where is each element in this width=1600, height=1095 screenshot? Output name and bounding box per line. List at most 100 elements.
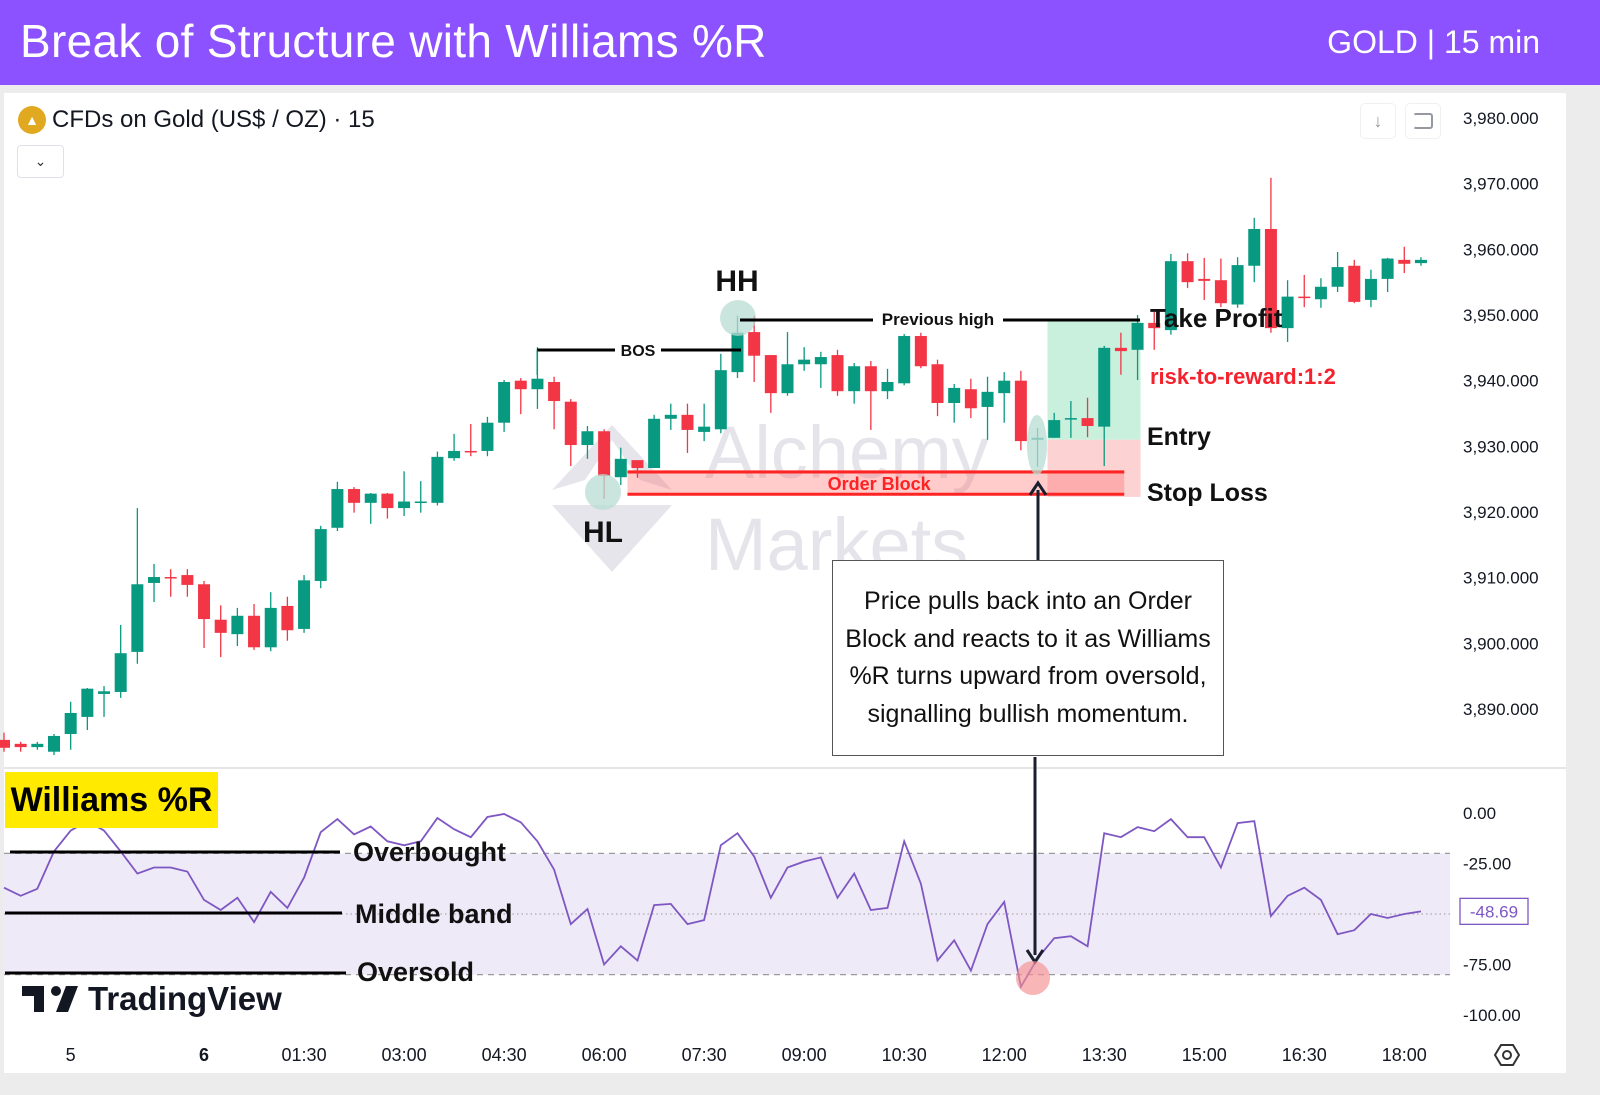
candle <box>1231 257 1244 308</box>
callout-text: Price pulls back into an Order Block and… <box>845 587 1211 728</box>
candle-body <box>248 615 261 648</box>
time-tick-label: 09:00 <box>782 1045 827 1065</box>
current-value-label: -48.69 <box>1470 902 1518 921</box>
hl-label: HL <box>583 516 623 549</box>
indicator-tick-label: -75.00 <box>1463 956 1511 975</box>
candle <box>1114 332 1127 375</box>
candle <box>714 353 727 434</box>
price-tick-label: 3,920.000 <box>1463 503 1539 522</box>
time-tick-label: 18:00 <box>1382 1045 1427 1065</box>
candle-body <box>781 364 794 394</box>
candle <box>998 372 1011 423</box>
fullscreen-button[interactable] <box>1405 103 1441 139</box>
time-tick-label: 10:30 <box>882 1045 927 1065</box>
candle <box>581 425 594 459</box>
candle-body <box>314 529 327 581</box>
time-tick-label: 06:00 <box>582 1045 627 1065</box>
arrow-down-icon: ↓ <box>1373 110 1383 131</box>
watermark-text-1: Alchemy <box>705 411 989 494</box>
candle <box>664 403 677 430</box>
candle-body <box>181 575 194 585</box>
oversold-turn-marker <box>1016 961 1050 995</box>
candle-body <box>1164 261 1177 331</box>
candle-body <box>1231 265 1244 305</box>
candle-body <box>581 431 594 446</box>
candle <box>864 360 877 430</box>
candle <box>1298 274 1311 308</box>
time-tick-label: 07:30 <box>682 1045 727 1065</box>
time-tick-label: 03:00 <box>382 1045 427 1065</box>
tradingview-logo[interactable]: TradingView <box>22 980 282 1018</box>
price-tick-label: 3,940.000 <box>1463 372 1539 391</box>
candle <box>1164 253 1177 335</box>
oversold-label: Oversold <box>357 957 474 987</box>
risk-reward-label: risk-to-reward:1:2 <box>1150 364 1336 389</box>
candle-body <box>1314 286 1327 300</box>
candle <box>948 383 961 423</box>
candle-body <box>731 332 744 373</box>
candle <box>1181 253 1194 289</box>
download-button[interactable]: ↓ <box>1360 103 1396 139</box>
candle <box>298 575 311 633</box>
price-tick-label: 3,900.000 <box>1463 634 1539 653</box>
candle <box>481 416 494 457</box>
candle-body <box>331 489 344 528</box>
candle <box>231 607 244 646</box>
candle-body <box>1114 347 1127 352</box>
legend-collapse-button[interactable]: ⌄ <box>17 145 64 178</box>
candle <box>1064 401 1077 438</box>
time-tick-label: 01:30 <box>282 1045 327 1065</box>
symbol-legend[interactable]: ▲ CFDs on Gold (US$ / OZ) · 15 <box>18 106 375 134</box>
candle <box>364 492 377 524</box>
indicator-tick-label: -25.00 <box>1463 855 1511 874</box>
candle-body <box>464 450 477 453</box>
candle <box>0 732 10 752</box>
candle-body <box>1214 280 1227 304</box>
price-tick-label: 3,910.000 <box>1463 569 1539 588</box>
candle-body <box>431 456 444 503</box>
candle <box>214 605 227 658</box>
previous-high-label: Previous high <box>882 310 994 329</box>
candle <box>48 733 61 755</box>
candle <box>681 403 694 453</box>
candle-body <box>1198 278 1211 281</box>
candle-body <box>714 370 727 430</box>
candle-body <box>348 489 361 503</box>
order-block-label: Order Block <box>828 474 932 494</box>
candle <box>1081 397 1094 438</box>
take-profit-label: Take Profit <box>1150 303 1283 333</box>
candle-body <box>698 426 711 432</box>
candle-body <box>1048 420 1061 438</box>
candle <box>898 334 911 386</box>
candle-body <box>914 336 927 367</box>
settings-icon[interactable] <box>1494 1042 1520 1068</box>
candle-body <box>164 577 177 579</box>
candle <box>1314 278 1327 308</box>
candle <box>831 349 844 396</box>
position-tool[interactable] <box>1047 320 1141 497</box>
candle-body <box>264 607 277 648</box>
time-axis[interactable]: 5 6 01:30 03:00 04:30 06:00 07:30 09:00 10:30 12:… <box>66 1045 1427 1065</box>
candle <box>848 362 861 404</box>
candle-body <box>548 381 561 402</box>
candle-body <box>981 391 994 407</box>
candle-body <box>564 401 577 446</box>
candle <box>131 508 144 664</box>
candle-body <box>1081 418 1094 426</box>
order-block-zone[interactable]: Order Block <box>627 469 1125 496</box>
candle-body <box>531 378 544 390</box>
candle <box>631 460 644 478</box>
candle <box>548 376 561 430</box>
candle <box>181 569 194 597</box>
candle <box>1398 246 1411 273</box>
candle-body <box>931 364 944 404</box>
candle-body <box>1331 267 1344 287</box>
price-axis[interactable]: 3,980.000 3,970.000 3,960.000 3,950.000 3,94… <box>1463 109 1539 719</box>
candle-body <box>681 414 694 430</box>
candle-body <box>1131 322 1144 350</box>
entry-label: Entry <box>1147 423 1211 451</box>
candle <box>798 347 811 371</box>
candle-body <box>48 735 61 752</box>
price-tick-label: 3,980.000 <box>1463 109 1539 128</box>
